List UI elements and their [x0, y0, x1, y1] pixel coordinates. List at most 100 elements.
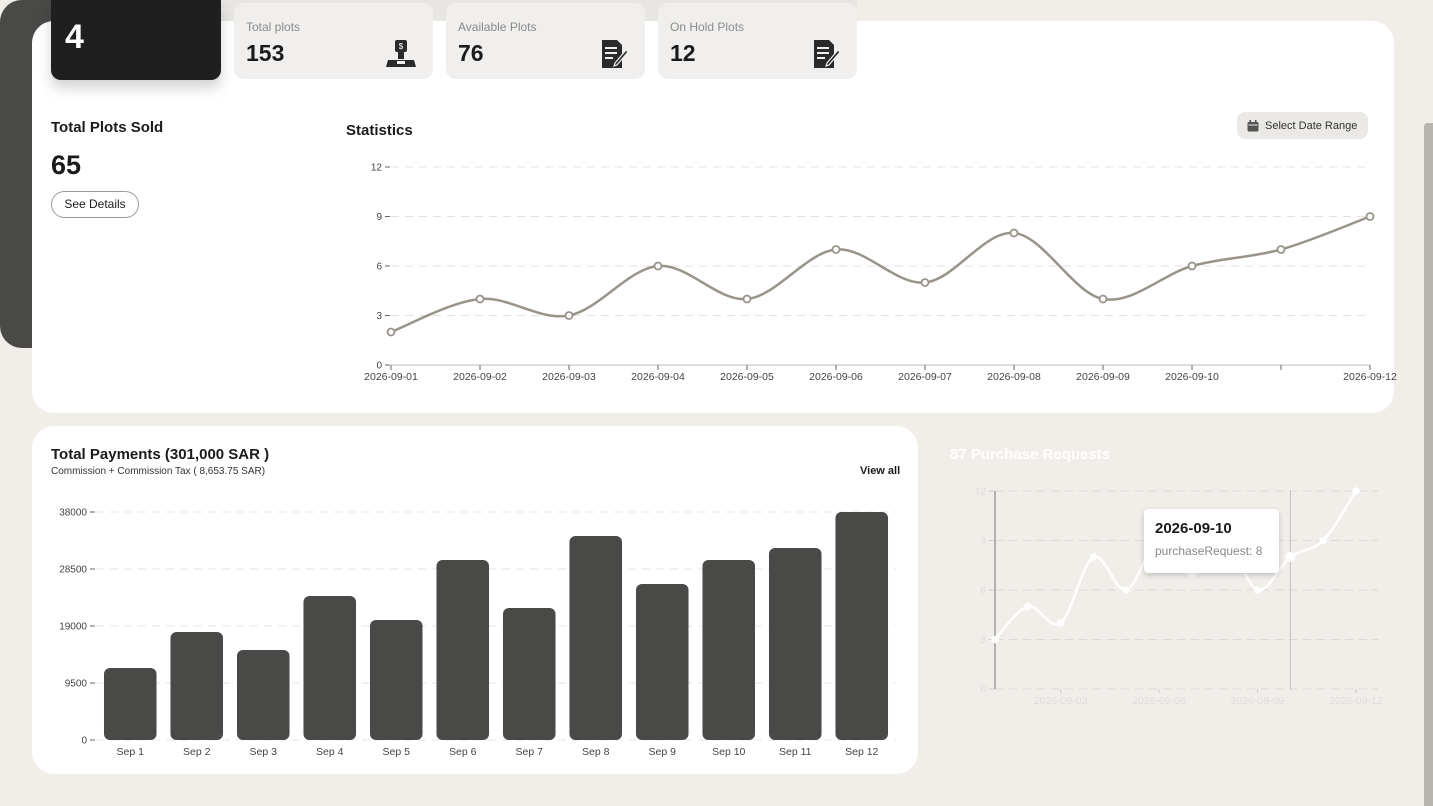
stats-y-tick-label: 12 — [371, 163, 383, 174]
payments-x-tick-label: Sep 11 — [779, 746, 812, 758]
stats-data-point — [920, 278, 930, 287]
payment-bar — [835, 512, 889, 740]
stats-data-point — [1187, 261, 1197, 271]
requests-data-point — [1253, 586, 1262, 594]
stats-x-tick-label: 2026-09-09 — [1076, 371, 1130, 383]
total-plots-card[interactable]: Total plots 153 $ — [234, 3, 433, 79]
tooltip-date: 2026-09-10 — [1155, 520, 1232, 537]
payments-y-tick-label: 19000 — [59, 622, 87, 633]
stats-data-point — [1365, 212, 1375, 221]
edit-document-icon — [602, 40, 629, 68]
stats-data-point — [386, 327, 396, 337]
payment-bar — [369, 620, 423, 740]
payments-x-tick-label: Sep 2 — [183, 746, 211, 758]
requests-data-point — [1056, 619, 1065, 627]
stats-x-tick-label: 2026-09-04 — [631, 371, 685, 383]
payment-bar — [436, 560, 490, 740]
select-date-range-label: Select Date Range — [1265, 119, 1358, 132]
payments-x-tick-label: Sep 4 — [316, 746, 344, 758]
payment-bar — [170, 632, 224, 740]
stats-y-tick-label: 6 — [376, 262, 382, 273]
stats-x-tick-label: 2026-09-02 — [453, 371, 507, 383]
stats-data-point — [1276, 245, 1286, 254]
payment-bar — [103, 668, 157, 740]
payments-y-tick-label: 38000 — [59, 508, 87, 519]
payments-x-tick-label: Sep 6 — [449, 746, 477, 758]
payments-y-tick-label: 0 — [81, 736, 87, 747]
payments-x-tick-label: Sep 3 — [250, 746, 278, 758]
total-plots-label: Total plots — [246, 20, 301, 34]
stats-data-point — [564, 311, 574, 320]
view-all-link[interactable]: View all — [860, 465, 901, 477]
on-hold-plots-label: On Hold Plots — [670, 20, 745, 34]
payments-x-tick-label: Sep 12 — [845, 746, 878, 758]
requests-data-point — [1089, 553, 1098, 561]
plots-sold-title: Total Plots Sold — [51, 119, 164, 136]
requests-data-point — [1285, 552, 1296, 562]
available-plots-card[interactable]: Available Plots 76 — [446, 3, 645, 79]
stats-x-tick-label: 2026-09-08 — [987, 371, 1041, 383]
stats-y-tick-label: 3 — [376, 311, 382, 322]
stats-data-point — [831, 245, 841, 254]
chart-tooltip: 2026-09-10 purchaseRequest: 8 — [1144, 509, 1279, 573]
statistics-title: Statistics — [346, 122, 413, 139]
stats-x-tick-label: 2026-09-03 — [542, 371, 596, 383]
stats-y-tick-label: 0 — [376, 361, 382, 372]
stats-x-tick-label: 2026-09-06 — [809, 371, 863, 383]
stats-x-tick-label: 2026-09-01 — [364, 371, 418, 383]
requests-x-tick-label: 2026-09-09 — [1231, 695, 1285, 707]
requests-data-point — [1122, 586, 1131, 594]
stats-y-tick-label: 9 — [376, 212, 382, 223]
see-details-button[interactable]: See Details — [51, 191, 139, 218]
stats-data-point — [653, 261, 663, 271]
payment-bar — [502, 608, 556, 740]
edit-document-icon — [814, 40, 841, 68]
requests-y-tick-label: 6 — [980, 586, 986, 597]
stats-x-tick-label: 2026-09-10 — [1165, 371, 1219, 383]
payments-x-tick-label: Sep 8 — [582, 746, 610, 758]
stats-x-tick-label: 2026-09-05 — [720, 371, 774, 383]
payments-x-tick-label: Sep 7 — [516, 746, 544, 758]
requests-y-tick-label: 9 — [980, 536, 986, 547]
svg-text:$: $ — [399, 42, 404, 51]
payment-bar — [635, 584, 689, 740]
requests-data-point — [991, 635, 999, 644]
payments-y-tick-label: 28500 — [59, 565, 87, 576]
summary-dark-card[interactable]: 4 — [51, 0, 221, 80]
on-hold-plots-card[interactable]: On Hold Plots 12 — [658, 3, 857, 79]
payments-x-tick-label: Sep 5 — [383, 746, 411, 758]
purchase-requests-title: 87 Purchase Requests — [950, 446, 1111, 463]
total-plots-value: 153 — [246, 40, 285, 66]
payment-bar — [702, 560, 756, 740]
on-hold-plots-value: 12 — [670, 40, 696, 66]
available-plots-label: Available Plots — [458, 20, 537, 34]
payments-x-tick-label: Sep 10 — [712, 746, 745, 758]
stats-series-line — [390, 215, 1371, 334]
payment-bar — [768, 548, 822, 740]
calendar-icon — [1247, 119, 1259, 131]
stats-x-tick-label: 2026-09-07 — [898, 371, 952, 383]
requests-y-tick-label: 3 — [980, 635, 986, 646]
payments-x-tick-label: Sep 1 — [117, 746, 145, 758]
requests-x-tick-label: 2026-09-12 — [1329, 695, 1383, 707]
payments-title: Total Payments (301,000 SAR ) — [51, 446, 270, 463]
page-scrollbar[interactable] — [1424, 123, 1433, 806]
requests-y-tick-label: 12 — [975, 487, 987, 498]
payments-x-tick-label: Sep 9 — [649, 746, 677, 758]
requests-x-tick-label: 2026-09-03 — [1034, 695, 1088, 707]
requests-data-point — [1352, 487, 1360, 495]
payment-bar — [236, 650, 290, 740]
payments-subtitle: Commission + Commission Tax ( 8,653.75 S… — [51, 466, 266, 477]
stats-data-point — [1009, 228, 1019, 238]
summary-dark-value: 4 — [65, 18, 84, 56]
payments-y-tick-label: 9500 — [65, 679, 88, 690]
stats-data-point — [742, 294, 752, 304]
stats-x-tick-label: 2026-09-12 — [1343, 371, 1397, 383]
requests-y-tick-label: 0 — [980, 685, 986, 696]
stamp-icon: $ — [386, 40, 416, 67]
tooltip-value: purchaseRequest: 8 — [1155, 544, 1263, 558]
payment-bar — [303, 596, 357, 740]
stats-data-point — [475, 294, 485, 304]
select-date-range-button[interactable]: Select Date Range — [1237, 112, 1368, 139]
